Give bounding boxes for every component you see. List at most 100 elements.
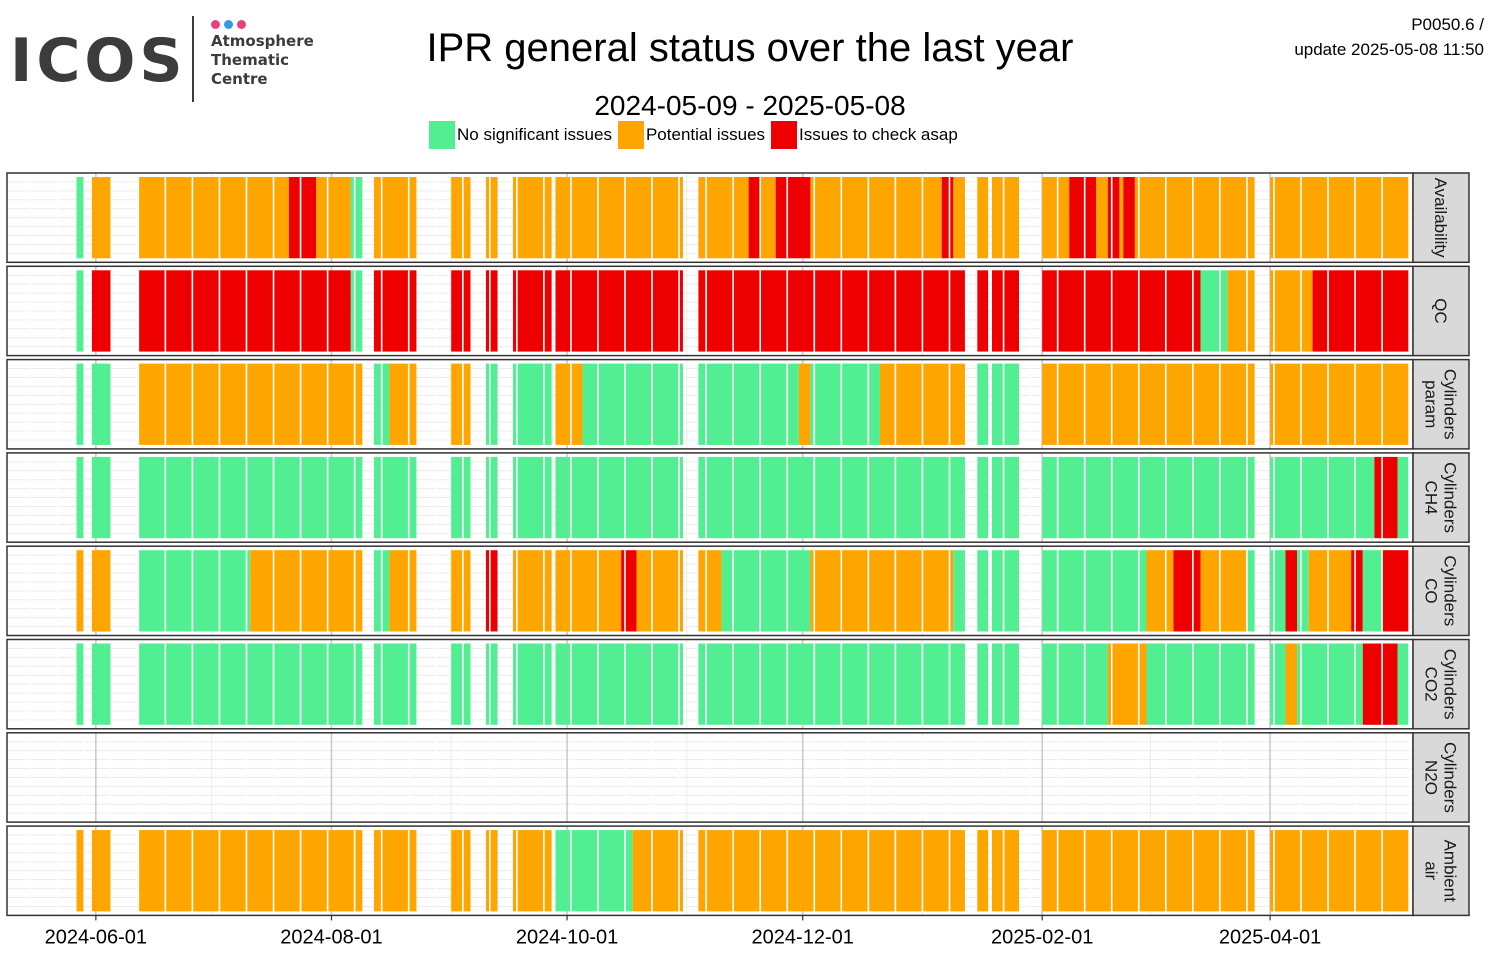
status-cell xyxy=(698,456,965,539)
status-cell xyxy=(513,550,552,632)
panel-strip-label: Cylinders xyxy=(1441,462,1460,533)
panel-strip-label-group: Availability xyxy=(1431,178,1450,259)
status-cell xyxy=(1397,643,1410,725)
status-cell xyxy=(91,643,112,725)
status-cell xyxy=(373,270,417,352)
status-cell xyxy=(1200,550,1247,632)
status-cell xyxy=(976,270,989,352)
panel-strip xyxy=(1412,638,1470,730)
status-cell xyxy=(373,456,417,539)
panel-strip xyxy=(1412,545,1470,637)
legend-item-red: Issues to check asap xyxy=(771,121,958,149)
panel-strip-label: CH4 xyxy=(1422,481,1441,515)
panel-strip xyxy=(1412,732,1470,823)
status-cell xyxy=(991,550,1020,632)
status-cell xyxy=(1285,550,1298,632)
status-cell xyxy=(1069,177,1097,259)
update-info: P0050.6 / update 2025-05-08 11:50 xyxy=(1294,12,1484,62)
status-cell xyxy=(555,643,683,725)
status-cell xyxy=(1308,550,1352,632)
status-cell xyxy=(1146,643,1255,725)
status-cell xyxy=(991,456,1020,539)
status-cell xyxy=(1270,643,1286,725)
status-cell xyxy=(698,643,965,725)
legend-label: Potential issues xyxy=(645,125,766,144)
logo-dot xyxy=(211,20,220,29)
status-cell xyxy=(636,550,683,632)
panel-strip-label: param xyxy=(1422,380,1441,428)
status-cell xyxy=(1119,177,1124,259)
status-cell xyxy=(1096,177,1108,259)
status-cell xyxy=(1270,270,1313,352)
status-cell xyxy=(76,456,85,539)
status-cell xyxy=(775,177,811,259)
status-cell xyxy=(555,270,683,352)
panel-strip-label: N2O xyxy=(1422,760,1441,795)
x-tick-label: 2024-08-01 xyxy=(280,926,382,948)
status-cell xyxy=(76,830,85,912)
status-cell xyxy=(1351,550,1363,632)
status-cell xyxy=(513,456,552,539)
status-cell xyxy=(485,550,498,632)
status-cell xyxy=(941,177,954,259)
status-cell xyxy=(91,830,112,912)
status-cell xyxy=(991,643,1020,725)
status-cell xyxy=(1374,456,1398,539)
status-cell xyxy=(451,456,471,539)
status-cell xyxy=(976,550,989,632)
logo-line: Centre xyxy=(211,70,268,88)
status-cell xyxy=(721,550,811,632)
status-cell xyxy=(976,830,989,912)
status-cell xyxy=(513,270,552,352)
status-cell xyxy=(1134,177,1255,259)
status-cell xyxy=(76,177,85,259)
status-cell xyxy=(1227,270,1255,352)
panel-strip-label: Cylinders xyxy=(1441,555,1460,626)
panel-strip-label: Cylinders xyxy=(1441,742,1460,813)
logo-subtitle: Atmosphere Thematic Centre xyxy=(211,32,314,89)
status-cell xyxy=(1382,550,1410,632)
status-cell xyxy=(567,830,633,912)
status-cell xyxy=(810,363,880,445)
status-cell xyxy=(451,830,471,912)
status-cell xyxy=(76,363,85,445)
status-cell xyxy=(451,363,471,445)
status-cell xyxy=(485,456,498,539)
status-cell xyxy=(76,550,85,632)
status-cell xyxy=(1297,550,1309,632)
status-cell xyxy=(1042,550,1147,632)
status-cell xyxy=(1042,643,1108,725)
status-cell xyxy=(760,177,776,259)
status-cell xyxy=(1107,177,1120,259)
status-cell xyxy=(1270,177,1410,259)
status-cell xyxy=(350,270,363,352)
legend-swatch xyxy=(429,121,455,149)
status-cell xyxy=(138,830,363,912)
status-cell xyxy=(485,177,498,259)
status-cell xyxy=(698,270,965,352)
status-cell xyxy=(1107,643,1147,725)
status-cell xyxy=(1285,643,1298,725)
update-timestamp: update 2025-05-08 11:50 xyxy=(1294,40,1484,59)
status-cell xyxy=(373,177,417,259)
legend-label: No significant issues xyxy=(457,125,612,144)
status-cell xyxy=(91,270,112,352)
status-cell xyxy=(1173,550,1201,632)
status-cell xyxy=(76,643,85,725)
status-cell xyxy=(991,270,1020,352)
status-cell xyxy=(1297,643,1363,725)
status-cell xyxy=(373,830,417,912)
status-cell xyxy=(138,643,363,725)
status-cell xyxy=(1270,550,1286,632)
panel-strip-label-group: QC xyxy=(1431,298,1450,324)
legend-item-orange: Potential issues xyxy=(617,121,766,149)
panel-strip xyxy=(1412,172,1470,264)
legend-swatch xyxy=(771,121,798,149)
status-cell xyxy=(1146,550,1174,632)
status-cell xyxy=(451,643,471,725)
x-tick-label: 2025-02-01 xyxy=(991,926,1093,948)
status-cell xyxy=(1270,830,1410,912)
